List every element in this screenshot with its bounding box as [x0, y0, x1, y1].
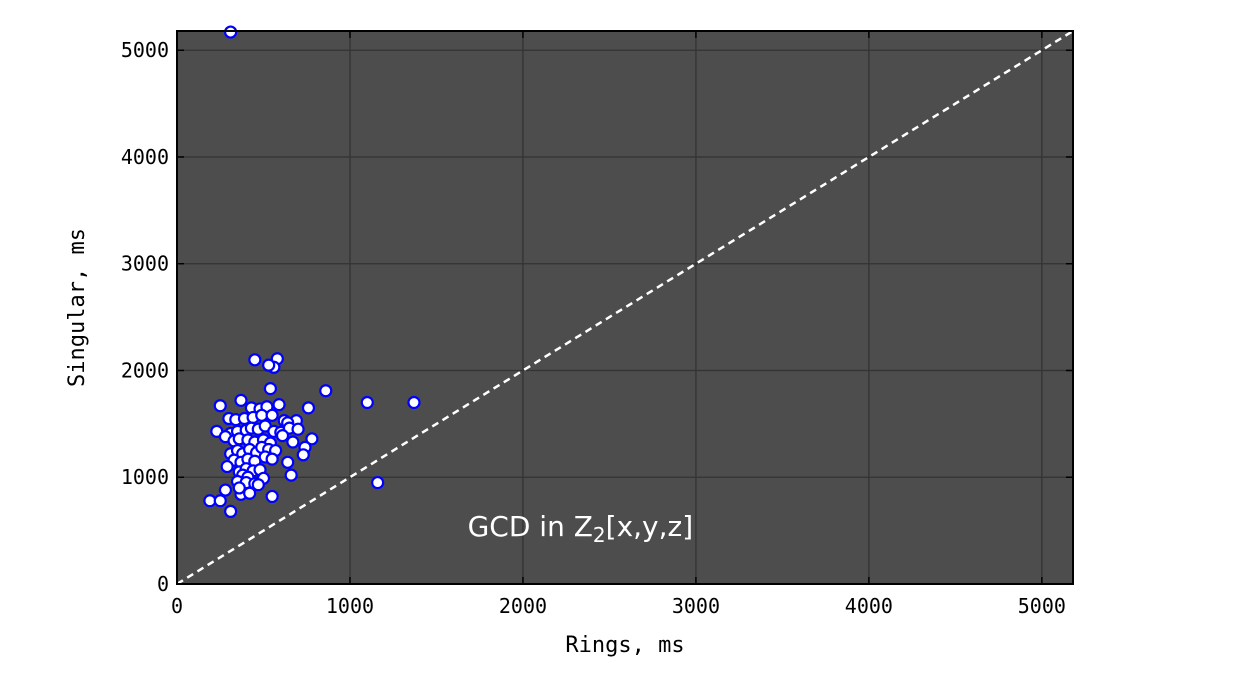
data-point-0-80 [265, 489, 279, 504]
data-point-0-81 [232, 481, 246, 495]
x-axis-label: Rings, ms [565, 633, 684, 658]
y-tick-label-1: 1000 [121, 465, 169, 489]
data-point-0-62 [281, 455, 295, 469]
y-tick-label-5: 5000 [121, 38, 169, 62]
data-point-0-61 [265, 452, 279, 466]
data-point-0-75 [251, 478, 265, 492]
data-point-0-5 [319, 384, 333, 398]
reference-diagonal-line [177, 31, 1073, 584]
data-point-0-77 [218, 483, 233, 497]
data-point-0-45 [305, 432, 319, 446]
data-point-0-6 [263, 382, 278, 396]
data-point-0-9 [213, 399, 227, 413]
x-tick-label-4: 4000 [845, 594, 893, 618]
data-point-0-4 [262, 358, 276, 372]
annotation-text: GCD in Z2[x,y,z] [468, 510, 694, 547]
data-point-0-1 [248, 353, 262, 367]
y-tick-label-2: 2000 [121, 358, 169, 382]
y-tick-label-3: 3000 [121, 252, 169, 276]
y-axis-label: Singular, ms [65, 228, 90, 387]
data-point-0-84 [224, 504, 238, 519]
data-point-0-35 [291, 422, 305, 436]
data-point-0-15 [301, 401, 316, 415]
data-point-0-79 [243, 486, 257, 500]
x-tick-label-3: 3000 [672, 594, 720, 618]
plot-frame [176, 30, 1074, 585]
x-tick-label-2: 2000 [499, 594, 547, 618]
x-tick-label-0: 0 [171, 594, 183, 618]
x-tick-label-5: 5000 [1018, 594, 1066, 618]
data-point-0-83 [213, 494, 227, 508]
data-point-0-43 [275, 429, 290, 443]
data-point-0-8 [407, 395, 421, 410]
y-tick-label-0: 0 [157, 572, 169, 596]
data-point-0-7 [360, 395, 374, 410]
data-point-0-0 [224, 25, 238, 39]
data-point-0-55 [296, 448, 310, 462]
data-point-0-44 [286, 435, 300, 449]
data-point-0-21 [265, 408, 279, 422]
x-tick-label-1: 1000 [326, 594, 374, 618]
data-point-0-76 [371, 475, 385, 490]
data-point-0-14 [272, 398, 286, 412]
data-point-0-70 [284, 468, 298, 482]
data-point-0-10 [234, 393, 248, 407]
data-point-0-63 [220, 459, 234, 474]
y-tick-label-4: 4000 [121, 145, 169, 169]
